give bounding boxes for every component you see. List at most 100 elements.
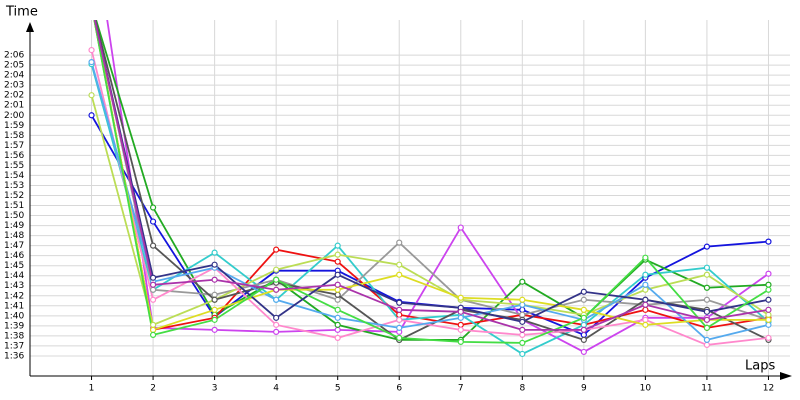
y-axis-arrow [26,22,34,32]
y-tick-label: 1:41 [4,301,24,311]
series-line [93,20,769,344]
data-point [642,254,649,261]
data-point [765,334,772,341]
data-point [88,59,95,66]
data-point [765,270,772,277]
data-point [519,301,526,308]
y-tick-label: 1:44 [4,271,24,281]
data-point [149,218,157,225]
data-point [396,306,403,313]
data-point [457,321,464,328]
data-point [519,350,526,358]
y-axis-title: Time [5,5,38,20]
data-point [519,306,526,313]
data-point [149,331,157,338]
data-point [334,281,341,288]
data-point [642,271,649,278]
data-point [396,334,403,341]
x-tick-label: 11 [701,384,712,394]
data-point [334,321,341,328]
data-point [273,314,280,321]
y-tick-label: 1:58 [4,131,24,141]
data-point [273,321,280,328]
data-point [334,291,341,298]
series-line [90,49,769,346]
x-tick-label: 6 [396,384,402,394]
data-point [273,276,280,283]
data-point [334,326,341,333]
data-point [89,2,94,7]
data-point [273,266,280,273]
data-point [765,316,772,323]
series-line [90,114,769,336]
series-line [93,20,769,332]
data-point [580,348,587,356]
data-point [334,242,341,249]
data-point [642,306,649,313]
y-tick-label: 1:48 [4,231,24,241]
data-point [703,308,711,315]
data-point [580,296,587,303]
data-point [89,2,94,7]
data-point [334,314,341,321]
data-point [89,2,94,7]
data-point [396,311,403,318]
data-point [149,281,157,288]
data-point [396,261,403,268]
data-point [89,2,94,7]
data-point [765,238,772,245]
x-axis-title: Laps [745,359,775,374]
data-point [642,301,649,308]
data-point [211,249,218,256]
data-point [211,306,218,313]
data-point [334,286,341,293]
data-point [703,324,711,331]
data-point [273,328,280,335]
y-tick-label: 1:39 [4,321,24,331]
series-line [94,20,769,323]
y-tick-label: 1:57 [4,141,24,151]
y-tick-label: 1:49 [4,221,24,231]
data-point [703,271,711,278]
data-point [457,224,464,231]
data-point [580,336,587,343]
data-point [457,338,464,346]
data-point [149,326,157,333]
data-point [334,258,341,265]
data-point [703,284,711,291]
y-tick-label: 1:53 [4,181,24,191]
series-line [106,20,769,353]
x-tick-label: 8 [519,384,525,394]
data-point [765,296,772,303]
x-axis-arrow [780,372,792,380]
y-tick-label: 1:52 [4,191,24,201]
data-point [703,316,711,323]
data-point [396,316,403,323]
x-tick-label: 10 [640,384,652,394]
data-point [457,294,464,301]
x-tick-label: 4 [273,384,279,394]
data-point [580,331,587,338]
data-point [211,261,218,268]
y-tick-label: 2:00 [4,111,24,121]
y-tick-label: 1:54 [4,171,24,181]
data-point [703,341,711,349]
data-point [211,326,218,333]
data-point [89,2,94,7]
series-line [90,63,770,355]
y-tick-label: 2:04 [4,71,24,81]
y-tick-label: 1:51 [4,201,24,211]
data-point [88,46,95,54]
data-point [642,286,649,293]
data-point [334,334,341,341]
data-point [396,324,403,331]
y-tick-label: 1:59 [4,121,24,131]
data-point [149,204,157,211]
y-tick-label: 2:01 [4,101,24,111]
data-point [396,299,403,306]
data-point [703,296,711,303]
data-point [703,264,711,271]
data-point [334,306,341,313]
data-point [211,276,218,283]
